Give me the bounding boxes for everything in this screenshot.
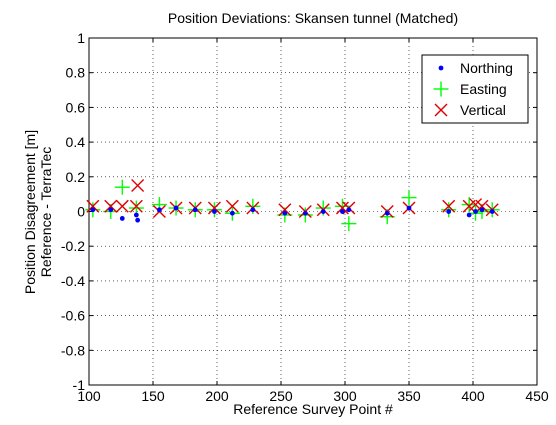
northing-point bbox=[479, 207, 485, 213]
y-tick-label: -0.2 bbox=[61, 238, 85, 254]
x-tick-label: 400 bbox=[461, 388, 485, 404]
x-tick-label: 250 bbox=[269, 388, 293, 404]
y-tick-label: 0.4 bbox=[66, 134, 86, 150]
northing-point bbox=[282, 210, 288, 216]
northing-point bbox=[466, 212, 472, 218]
x-stroke-b bbox=[129, 199, 143, 213]
northing-point bbox=[173, 205, 179, 211]
vertical-point bbox=[104, 199, 118, 213]
northing-point bbox=[192, 207, 198, 213]
northing-point bbox=[135, 217, 141, 223]
northing-point bbox=[446, 209, 452, 214]
vertical-point bbox=[475, 199, 489, 213]
northing-point bbox=[229, 210, 235, 216]
northing-point bbox=[90, 207, 96, 213]
x-tick-label: 150 bbox=[141, 388, 165, 404]
y-tick-label: -0.4 bbox=[61, 273, 85, 289]
y-tick-label: 1 bbox=[77, 30, 85, 46]
series-vertical bbox=[86, 178, 499, 218]
northing-point bbox=[320, 209, 326, 214]
vertical-point bbox=[131, 178, 145, 192]
easting-point bbox=[401, 190, 417, 206]
x-stroke-b bbox=[86, 199, 100, 213]
legend-marker-easting bbox=[433, 81, 449, 97]
y-tick-label: -1 bbox=[73, 377, 86, 393]
x-tick-label: 300 bbox=[333, 388, 357, 404]
northing-point bbox=[212, 209, 217, 214]
y-axis-label-line1: Position Disagreement [m] bbox=[22, 130, 38, 294]
y-tick-label: 0 bbox=[77, 204, 85, 220]
x-tick-label: 450 bbox=[525, 388, 549, 404]
grid-lines bbox=[89, 38, 537, 385]
y-tick-label: -0.6 bbox=[61, 308, 85, 324]
series-northing bbox=[90, 205, 495, 223]
easting-point bbox=[341, 216, 357, 232]
northing-point bbox=[384, 210, 390, 216]
vertical-point bbox=[225, 199, 239, 213]
axes bbox=[88, 37, 538, 386]
vertical-point bbox=[129, 199, 143, 213]
x-stroke-b bbox=[225, 199, 239, 213]
northing-point bbox=[119, 216, 125, 221]
northing-point bbox=[108, 207, 114, 213]
x-stroke-b bbox=[335, 201, 349, 215]
y-axis-label-line2: Reference - TerraTec bbox=[38, 147, 54, 277]
northing-point bbox=[489, 209, 495, 214]
northing-point bbox=[157, 207, 162, 213]
legend: Northing Easting Vertical bbox=[421, 54, 529, 124]
vertical-point bbox=[335, 201, 349, 215]
x-tick-label: 100 bbox=[77, 388, 101, 404]
legend-marker-vertical bbox=[434, 103, 448, 117]
vertical-point bbox=[278, 203, 292, 217]
x-stroke-b bbox=[278, 203, 292, 217]
legend-marker-northing bbox=[438, 65, 444, 71]
x-tick-label: 350 bbox=[397, 388, 421, 404]
northing-point bbox=[250, 207, 256, 213]
x-stroke-b bbox=[475, 199, 489, 213]
y-tick-label: 0.6 bbox=[66, 99, 86, 115]
x-stroke-b bbox=[434, 103, 448, 117]
data-marks bbox=[85, 178, 500, 232]
x-stroke-b bbox=[207, 201, 221, 215]
chart-title: Position Deviations: Skansen tunnel (Mat… bbox=[168, 10, 458, 26]
northing-point bbox=[340, 209, 345, 214]
x-tick-label: 200 bbox=[205, 388, 229, 404]
northing-point bbox=[302, 210, 308, 216]
x-stroke-b bbox=[115, 199, 129, 213]
y-tick-label: 0.2 bbox=[66, 169, 86, 185]
easting-point bbox=[114, 179, 130, 195]
northing-point bbox=[406, 205, 412, 211]
vertical-point bbox=[115, 199, 129, 213]
legend-label-northing: Northing bbox=[460, 60, 513, 76]
tick-labels: 100 150 200 250 300 350 400 450 -1 -0.8 -0.6 -0.4 -0… bbox=[61, 30, 549, 404]
legend-label-easting: Easting bbox=[460, 81, 507, 97]
easting-point bbox=[461, 197, 477, 213]
vertical-point bbox=[442, 199, 456, 213]
x-stroke-b bbox=[131, 178, 145, 192]
vertical-point bbox=[207, 201, 221, 215]
northing-point bbox=[346, 207, 352, 213]
x-stroke-b bbox=[469, 198, 483, 212]
northing-point bbox=[133, 212, 139, 218]
x-axis-label: Reference Survey Point # bbox=[233, 401, 393, 417]
x-stroke-b bbox=[104, 199, 118, 213]
northing-point bbox=[473, 209, 478, 214]
legend-label-vertical: Vertical bbox=[460, 102, 506, 118]
y-tick-label: -0.8 bbox=[61, 342, 85, 358]
x-stroke-b bbox=[442, 199, 456, 213]
y-tick-label: 0.8 bbox=[66, 65, 86, 81]
vertical-point bbox=[86, 199, 100, 213]
